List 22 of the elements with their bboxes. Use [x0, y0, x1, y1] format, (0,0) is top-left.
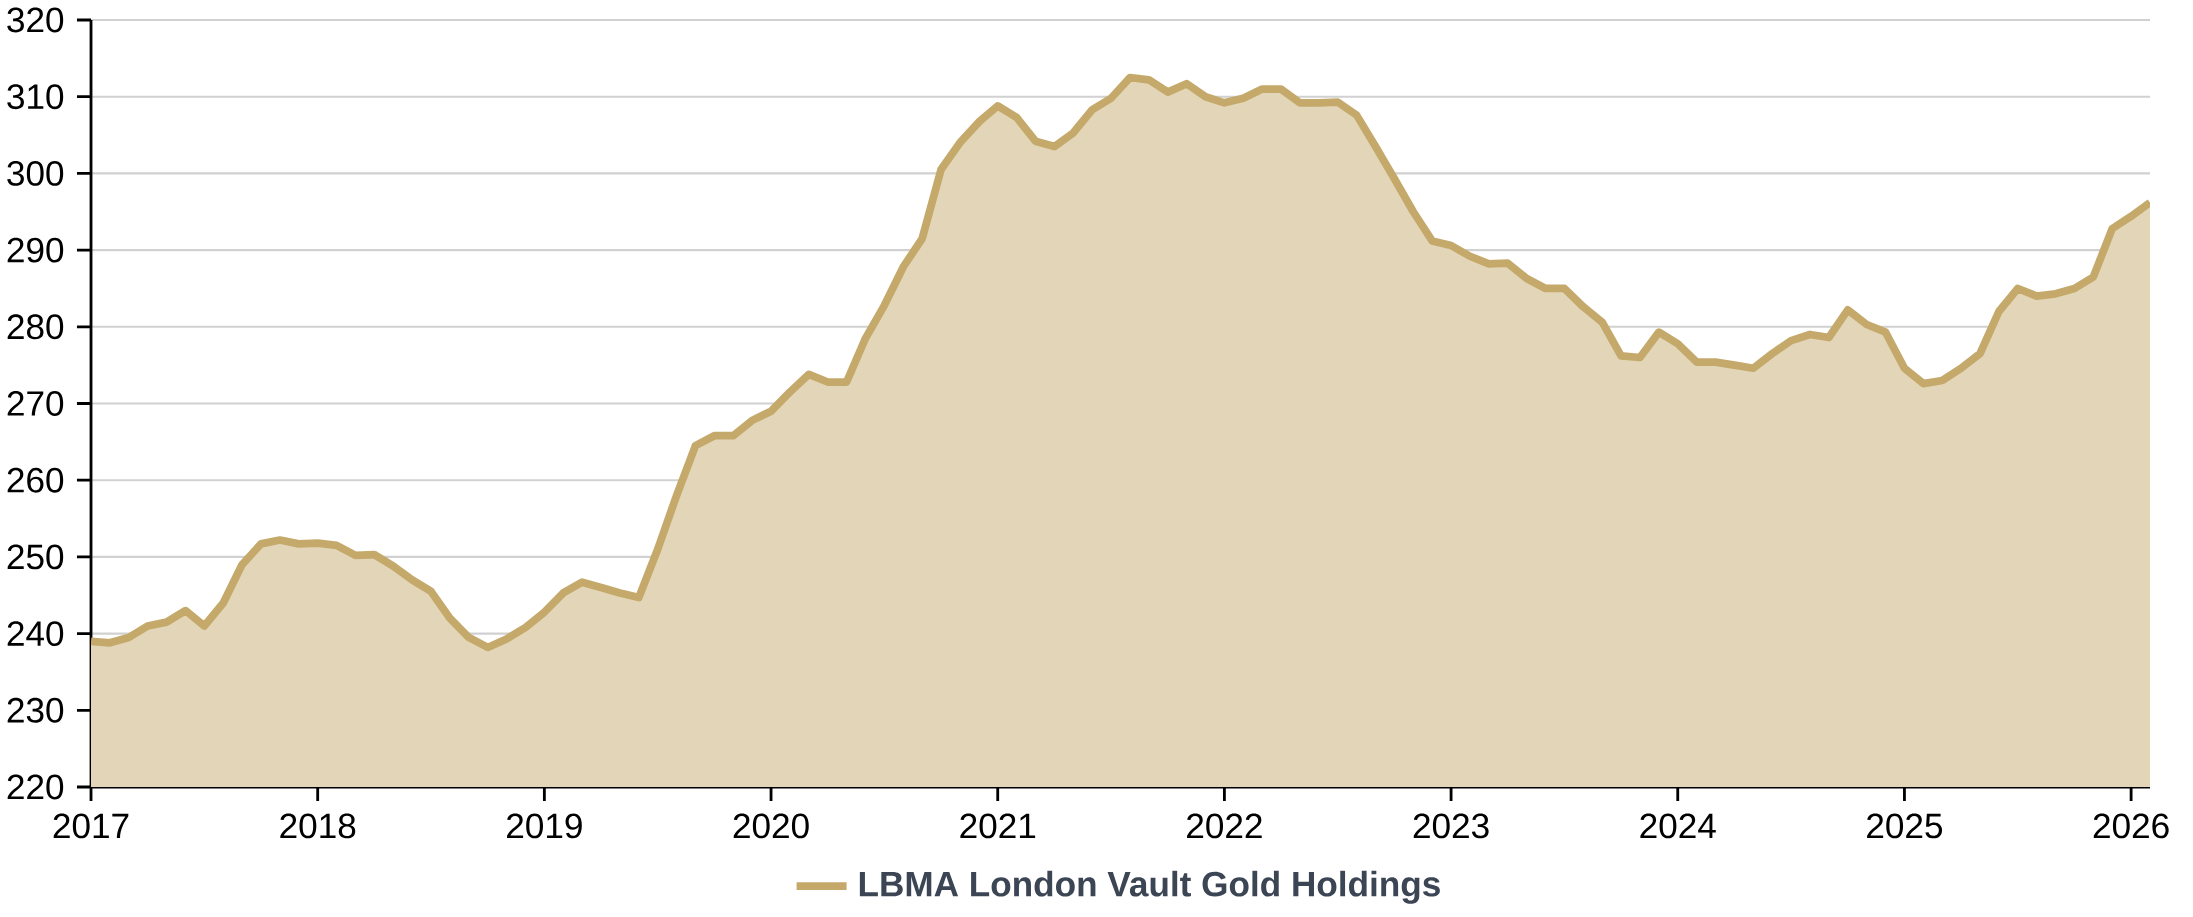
x-tick-label: 2019 — [507, 813, 582, 839]
x-tick-label: 2020 — [733, 813, 809, 839]
x-tick-label: 2018 — [280, 813, 356, 839]
legend-label: LBMA London Vault Gold Holdings — [859, 870, 1440, 904]
y-tick-label: 270 — [7, 391, 64, 416]
y-tick-label: 240 — [7, 621, 64, 647]
y-tick-label: 320 — [7, 7, 64, 33]
x-tick-label: 2021 — [960, 813, 1036, 839]
x-tick-label: 2024 — [1640, 813, 1716, 839]
x-tick-label: 2017 — [53, 813, 129, 839]
y-tick-label: 260 — [7, 467, 64, 493]
x-tick-label: 2022 — [1187, 813, 1262, 839]
y-tick-label: 290 — [7, 237, 64, 263]
x-tick-label: 2023 — [1413, 813, 1489, 839]
y-tick-label: 310 — [7, 84, 64, 110]
x-tick-label: 2026 — [2093, 813, 2169, 839]
y-tick-label: 280 — [7, 314, 64, 340]
y-tick-label: 220 — [7, 774, 64, 800]
y-tick-label: 250 — [7, 544, 64, 570]
x-tick-label: 2025 — [1867, 813, 1943, 839]
y-tick-label: 230 — [7, 697, 64, 723]
y-tick-label: 300 — [7, 160, 64, 186]
